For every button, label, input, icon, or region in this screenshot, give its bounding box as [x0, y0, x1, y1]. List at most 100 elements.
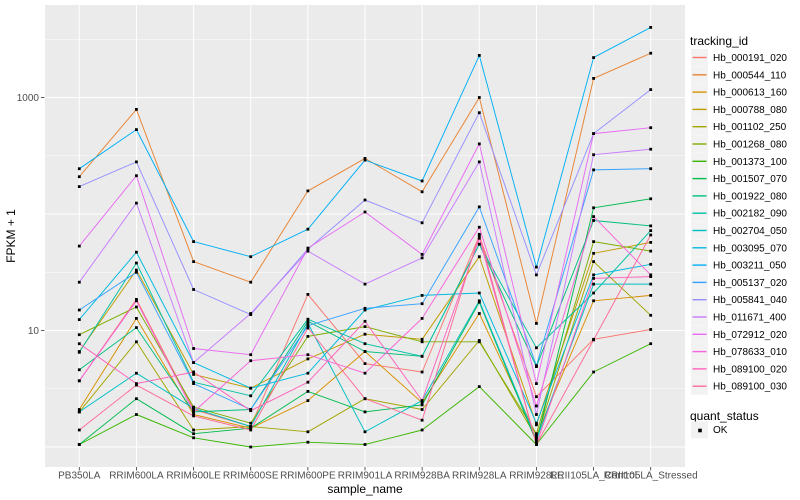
data-point-Hb_078633_010-RRII105LA_Control	[592, 215, 595, 218]
data-point-Hb_005137_020-RRII105LA_Stressed	[649, 167, 653, 171]
data-point-Hb_001373_100-RRII105LA_Stressed	[649, 342, 653, 346]
data-point-Hb_000544_110-RRIM901LA	[363, 157, 367, 160]
data-point-Hb_001268_080-PB350LA	[77, 333, 81, 337]
data-point-Hb_089100_030-RRIM928BA	[420, 418, 424, 422]
data-point-Hb_003211_050-RRIM600PE	[306, 227, 310, 231]
legend-item-Hb_078633_010: Hb_078633_010	[691, 343, 787, 361]
data-point-Hb_001922_080-RRII105LA_Control	[592, 219, 595, 222]
legend-item-Hb_005841_040: Hb_005841_040	[691, 291, 787, 309]
gridlines	[45, 5, 685, 467]
data-point-Hb_001102_250-RRII105LA_Stressed	[649, 313, 653, 317]
data-point-Hb_002704_050-RRIM600SE	[249, 425, 253, 428]
quant-status-ok-label: OK	[713, 425, 728, 436]
data-point-Hb_011671_400-RRIM928LE	[535, 413, 538, 416]
data-point-Hb_005841_040-RRIM928LA	[477, 111, 481, 115]
x-tick-label: RRIM928LA	[452, 471, 507, 482]
data-point-Hb_089100_020-RRIM600LA	[135, 382, 138, 385]
data-point-Hb_001922_080-RRIM600LA	[135, 326, 138, 329]
data-point-Hb_001507_070-RRII105LA_Stressed	[649, 197, 653, 201]
data-point-Hb_003095_070-RRIM600SE	[249, 386, 253, 390]
data-point-Hb_001373_100-RRIM901LA	[363, 443, 367, 446]
x-tick-label: RRII105LA_Control	[550, 471, 637, 482]
data-point-Hb_002704_050-RRIM928LA	[477, 299, 481, 303]
data-point-Hb_000544_110-PB350LA	[77, 175, 81, 179]
data-point-Hb_001922_080-RRIM901LA	[363, 350, 367, 353]
data-point-Hb_011671_400-RRIM600SE	[249, 312, 253, 315]
data-point-Hb_000613_160-RRIM600PE	[306, 399, 310, 402]
data-point-Hb_000613_160-RRIM928BA	[420, 401, 424, 405]
data-point-Hb_089100_030-RRII105LA_Stressed	[649, 233, 653, 237]
data-point-Hb_072912_020-RRII105LA_Control	[592, 132, 595, 135]
data-point-Hb_001102_250-RRIM600LE	[192, 428, 195, 432]
data-point-Hb_000544_110-RRIM600SE	[249, 280, 253, 284]
legend-item-label: Hb_002704_050	[713, 226, 787, 237]
data-point-Hb_002704_050-PB350LA	[77, 410, 81, 414]
data-point-Hb_089100_030-PB350LA	[77, 428, 81, 432]
data-point-Hb_089100_030-RRIM901LA	[363, 397, 367, 401]
data-point-Hb_000613_160-RRIM928LE	[535, 434, 538, 438]
data-point-Hb_000613_160-RRII105LA_Control	[592, 299, 595, 303]
legend-item-label: Hb_001922_080	[713, 191, 787, 202]
legend-item-label: Hb_000544_110	[713, 70, 787, 81]
data-point-Hb_001507_070-RRIM901LA	[363, 410, 367, 414]
legend-item-Hb_001507_070: Hb_001507_070	[691, 170, 787, 188]
data-point-Hb_000788_080-RRIM928LE	[535, 423, 538, 427]
data-point-Hb_002704_050-RRIM928LE	[535, 438, 538, 442]
data-point-Hb_072912_020-RRIM600PE	[306, 246, 310, 250]
data-point-Hb_003095_070-RRIM901LA	[363, 308, 367, 312]
data-point-Hb_003095_070-RRIM600PE	[306, 371, 310, 375]
data-point-Hb_089100_020-RRIM928LA	[477, 236, 481, 240]
data-point-Hb_001507_070-RRIM928LE	[535, 440, 538, 444]
data-point-Hb_089100_030-RRIM600SE	[249, 428, 253, 432]
data-point-Hb_005137_020-RRIM901LA	[363, 306, 367, 310]
data-point-Hb_002182_090-PB350LA	[77, 350, 81, 354]
data-point-Hb_089100_030-RRIM928LA	[477, 232, 481, 236]
data-point-Hb_078633_010-RRIM600SE	[249, 359, 253, 363]
x-tick-label: RRIM600LA	[109, 471, 164, 482]
data-point-Hb_078633_010-RRIM600LE	[192, 410, 195, 414]
x-tick-label: RRII105LA_Stressed	[604, 471, 698, 482]
data-point-Hb_002182_090-RRIM600SE	[249, 394, 253, 398]
y-tick-label: 1000	[17, 93, 40, 104]
data-point-Hb_089100_030-RRIM600PE	[306, 326, 310, 330]
data-point-Hb_000191_020-RRIM901LA	[363, 362, 367, 365]
legend-item-Hb_003211_050: Hb_003211_050	[691, 256, 787, 274]
data-point-Hb_005137_020-RRIM600LE	[192, 382, 195, 385]
legend-item-label: Hb_089100_030	[713, 382, 787, 393]
data-point-Hb_072912_020-RRIM928BA	[420, 253, 424, 256]
data-point-Hb_003211_050-RRIM600SE	[249, 255, 253, 259]
data-point-Hb_002704_050-RRII105LA_Control	[592, 282, 595, 286]
data-point-Hb_078633_010-PB350LA	[77, 379, 81, 383]
data-point-Hb_001102_250-RRIM600LA	[135, 340, 138, 344]
data-point-Hb_000191_020-RRIM928LE	[535, 395, 538, 399]
data-point-Hb_011671_400-RRIM928BA	[420, 256, 424, 260]
data-point-Hb_072912_020-PB350LA	[77, 244, 81, 248]
data-point-Hb_072912_020-RRIM901LA	[363, 210, 367, 214]
x-tick-label: RRIM600PE	[280, 471, 336, 482]
data-point-Hb_005841_040-RRIM901LA	[363, 198, 367, 202]
data-point-Hb_000544_110-RRII105LA_Stressed	[649, 51, 653, 55]
data-point-Hb_000613_160-RRII105LA_Stressed	[649, 294, 653, 297]
data-point-Hb_005841_040-RRIM928LE	[535, 273, 538, 277]
legend-items: Hb_000191_020 Hb_000544_110 Hb_000613_160 H…	[691, 49, 787, 395]
data-point-Hb_011671_400-RRII105LA_Stressed	[649, 147, 653, 151]
legend-item-Hb_002182_090: Hb_002182_090	[691, 204, 787, 222]
data-point-Hb_001102_250-RRIM928BA	[420, 408, 424, 411]
data-point-Hb_002182_090-RRIM928LE	[535, 346, 538, 350]
legend-item-Hb_001268_080: Hb_001268_080	[691, 135, 787, 153]
x-tick-label: RRIM928LE	[509, 471, 564, 482]
data-point-Hb_003211_050-RRII105LA_Control	[592, 56, 595, 59]
data-point-Hb_002182_090-RRII105LA_Control	[592, 291, 595, 295]
data-point-Hb_002182_090-RRIM600LE	[192, 380, 195, 384]
data-point-Hb_001373_100-RRIM600PE	[306, 440, 310, 444]
data-point-Hb_072912_020-RRII105LA_Stressed	[649, 126, 653, 130]
data-point-Hb_003095_070-RRIM928BA	[420, 294, 424, 297]
data-point-Hb_078633_010-RRIM928LE	[535, 404, 538, 408]
data-point-Hb_011671_400-PB350LA	[77, 280, 81, 284]
data-point-Hb_001922_080-PB350LA	[77, 368, 81, 372]
data-point-Hb_001922_080-RRII105LA_Stressed	[649, 224, 653, 228]
data-point-Hb_078633_010-RRII105LA_Stressed	[649, 273, 653, 277]
data-point-Hb_089100_030-RRII105LA_Control	[592, 338, 595, 342]
data-point-Hb_011671_400-RRIM600LA	[135, 201, 138, 205]
